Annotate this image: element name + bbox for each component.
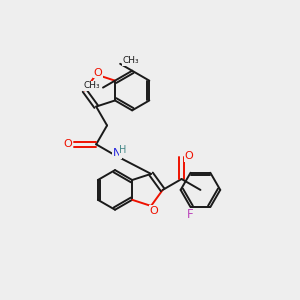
Text: O: O: [150, 206, 158, 216]
Text: CH₃: CH₃: [83, 81, 100, 90]
Text: CH₃: CH₃: [122, 56, 139, 65]
Text: O: O: [94, 68, 103, 77]
Text: O: O: [184, 151, 193, 161]
Text: H: H: [119, 145, 127, 155]
Text: O: O: [63, 139, 72, 149]
Text: N: N: [113, 148, 121, 158]
Text: F: F: [187, 208, 194, 221]
